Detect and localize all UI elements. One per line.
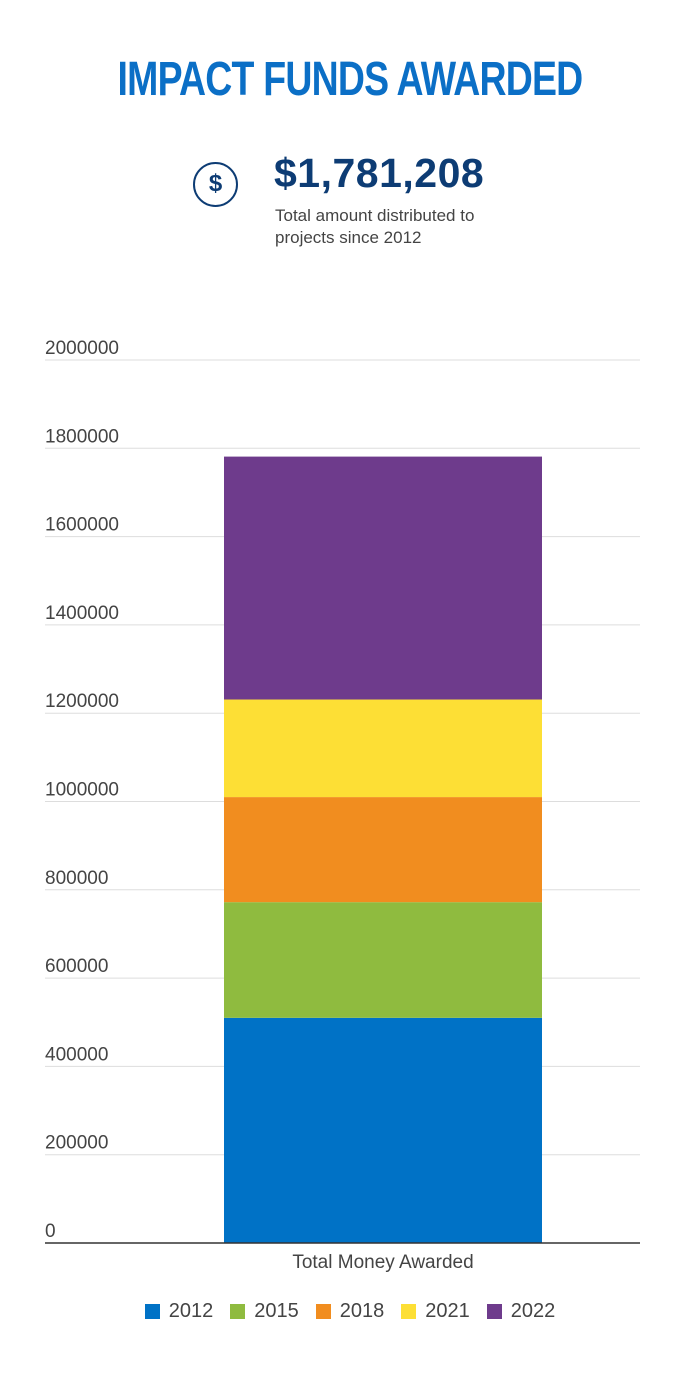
legend-swatch bbox=[315, 1304, 331, 1319]
legend-item-2022: 2022 bbox=[486, 1300, 556, 1323]
legend-swatch bbox=[401, 1304, 417, 1319]
legend-swatch bbox=[230, 1304, 246, 1319]
y-tick-label: 800000 bbox=[45, 868, 108, 889]
y-tick-label: 2000000 bbox=[45, 338, 119, 359]
stacked-bar-chart: 0 200000 400000 600000 800000 1000000 1200000 1… bbox=[45, 338, 640, 1273]
total-amount: $1,781,208 bbox=[274, 150, 485, 196]
legend-item-2012: 2012 bbox=[144, 1300, 214, 1323]
legend-label: 2021 bbox=[425, 1300, 470, 1322]
y-tick-label: 600000 bbox=[45, 956, 108, 977]
y-tick-label: 1400000 bbox=[45, 603, 119, 624]
y-tick-label: 400000 bbox=[45, 1044, 108, 1065]
legend-label: 2015 bbox=[254, 1300, 299, 1322]
legend-item-2015: 2015 bbox=[230, 1300, 299, 1323]
legend-swatch bbox=[486, 1304, 502, 1319]
total-caption: Total amount distributed to projects sin… bbox=[275, 206, 475, 247]
x-category-label: Total Money Awarded bbox=[292, 1252, 473, 1273]
bar-segment-2021 bbox=[224, 699, 542, 798]
legend-swatch bbox=[144, 1304, 160, 1319]
bar-segment-2018 bbox=[224, 797, 542, 903]
legend-label: 2012 bbox=[168, 1300, 214, 1322]
bar-segment-2012 bbox=[224, 1017, 542, 1243]
legend-label: 2022 bbox=[510, 1300, 556, 1322]
y-tick-label: 0 bbox=[45, 1221, 56, 1242]
legend-label: 2018 bbox=[339, 1300, 385, 1322]
page-title: IMPACT FUNDS AWARDED bbox=[117, 53, 584, 106]
dollar-circle-icon: $ bbox=[193, 162, 238, 207]
bar-segment-2015 bbox=[224, 902, 542, 1018]
y-tick-label: 1800000 bbox=[45, 426, 119, 447]
legend-item-2018: 2018 bbox=[315, 1300, 385, 1323]
y-tick-label: 1000000 bbox=[45, 780, 119, 801]
bar-segment-2022 bbox=[224, 456, 542, 700]
y-tick-label: 1200000 bbox=[45, 691, 119, 712]
y-tick-label: 1600000 bbox=[45, 515, 119, 536]
legend-item-2021: 2021 bbox=[401, 1300, 470, 1323]
chart-legend: 2012 2015 2018 2021 2022 bbox=[0, 1300, 700, 1323]
y-tick-label: 200000 bbox=[45, 1133, 108, 1154]
